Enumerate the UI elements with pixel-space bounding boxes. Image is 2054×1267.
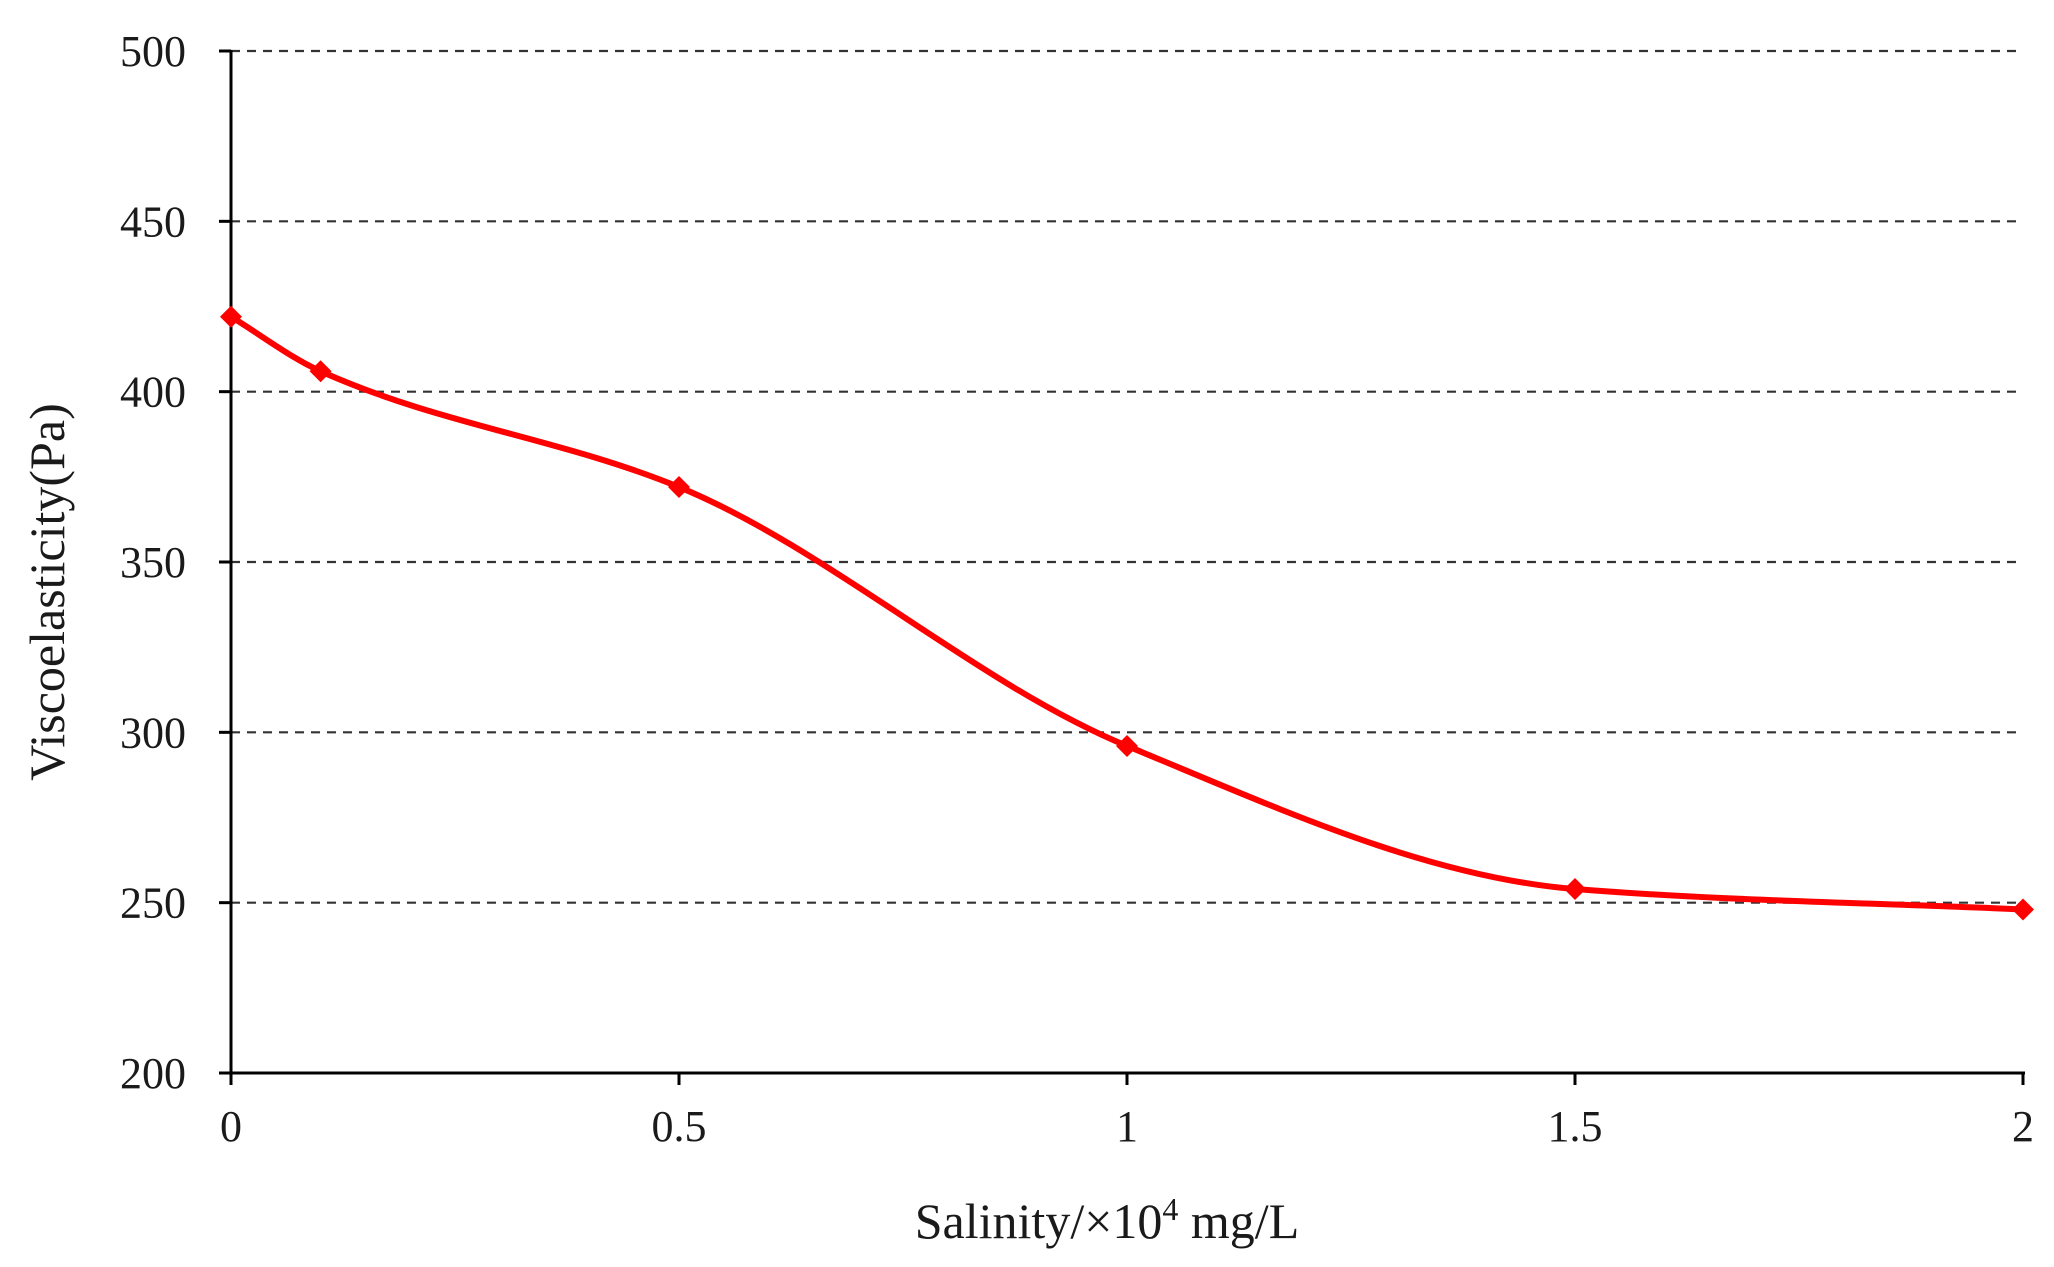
gridlines — [231, 49, 2023, 904]
x-tick-group: 0 0.5 1 1.5 2 — [220, 1073, 2034, 1151]
x-tick-label-0: 0 — [220, 1102, 242, 1151]
x-tick-label-1: 1 — [1116, 1102, 1138, 1151]
series-line-0 — [228, 313, 2026, 913]
y-tick-label-250: 250 — [120, 879, 186, 928]
data-point-2 — [2012, 898, 2034, 921]
x-axis-title-prefix: Salinity/×10 — [915, 1193, 1163, 1249]
y-tick-label-450: 450 — [120, 197, 186, 246]
series-group — [220, 305, 2034, 921]
x-axis-title-superscript: 4 — [1162, 1191, 1178, 1227]
y-tick-label-350: 350 — [120, 538, 186, 587]
x-axis-title: Salinity/×104 mg/L — [915, 1191, 1299, 1249]
data-point-0.5 — [668, 476, 690, 499]
data-point-0 — [220, 305, 242, 328]
x-axis-title-suffix: mg/L — [1178, 1193, 1299, 1249]
y-tick-label-500: 500 — [120, 27, 186, 76]
x-tick-label-0.5: 0.5 — [652, 1102, 707, 1151]
data-point-1 — [1116, 734, 1138, 757]
x-tick-label-2: 2 — [2012, 1102, 2034, 1151]
y-tick-label-400: 400 — [120, 368, 186, 417]
y-tick-label-300: 300 — [120, 708, 186, 757]
data-point-0.1 — [309, 360, 332, 383]
y-axis-title: Viscoelasticity(Pa) — [19, 403, 75, 780]
data-point-1.5 — [1564, 878, 1586, 901]
x-tick-label-1.5: 1.5 — [1548, 1102, 1603, 1151]
y-tick-group: 200 250 300 350 400 450 500 — [120, 27, 231, 1098]
y-tick-label-200: 200 — [120, 1049, 186, 1098]
